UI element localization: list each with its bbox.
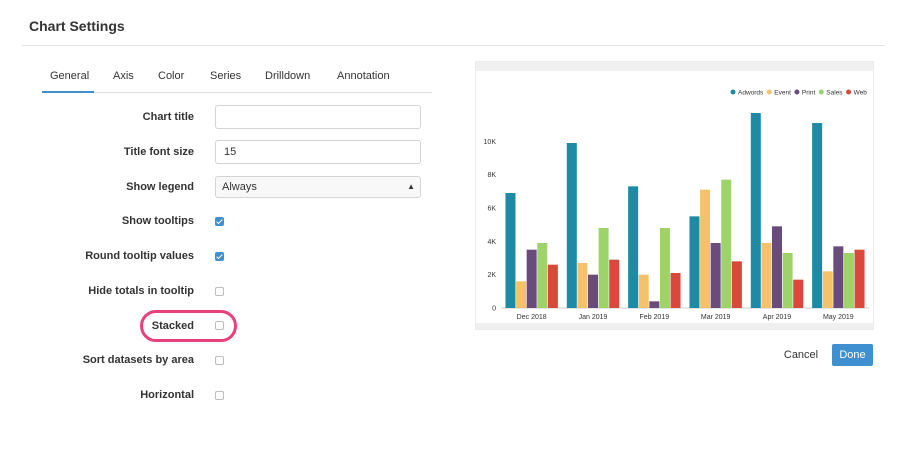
tab-annotation[interactable]: Annotation <box>337 70 390 82</box>
bar-web <box>731 261 742 308</box>
legend-label: Web <box>854 89 868 96</box>
bar-sales <box>721 179 732 308</box>
bar-print <box>772 226 782 308</box>
bar-print <box>649 301 660 308</box>
sort-datasets-checkbox[interactable] <box>215 356 224 365</box>
legend-label: Sales <box>826 89 843 96</box>
hide-totals-label: Hide totals in tooltip <box>88 285 194 297</box>
x-tick-label: Apr 2019 <box>763 314 792 321</box>
show-legend-select[interactable]: Always ▲ <box>215 176 421 198</box>
bar-web <box>670 273 681 308</box>
chart-preview: 0 2K 4K 6K 8K 10K Dec 2018 Jan 2019 Feb 2019 Mar … <box>475 61 874 330</box>
y-tick-label: 0 <box>492 306 496 313</box>
legend-marker <box>766 89 772 95</box>
bar-event <box>577 263 588 308</box>
dialog-title: Chart Settings <box>29 18 125 34</box>
show-legend-selected-value: Always <box>222 181 257 193</box>
legend-marker <box>818 89 824 95</box>
x-tick-label: May 2019 <box>823 314 854 321</box>
bar-web <box>854 249 865 308</box>
round-tooltip-values-checkbox[interactable] <box>215 252 224 261</box>
bar-event <box>761 243 772 308</box>
header-divider <box>22 45 885 46</box>
stacked-label: Stacked <box>151 320 194 332</box>
bar-event <box>822 271 833 308</box>
x-tick-label: Feb 2019 <box>640 314 670 321</box>
sort-datasets-label: Sort datasets by area <box>82 354 194 366</box>
bar-event <box>700 189 711 308</box>
y-tick-label: 2K <box>487 272 496 279</box>
bar-sales <box>659 228 670 308</box>
bar-event <box>516 281 527 308</box>
tab-color[interactable]: Color <box>158 70 185 82</box>
bar-adwords <box>505 193 516 308</box>
y-tick-label: 10K <box>484 139 497 146</box>
chart-title-label: Chart title <box>142 111 194 123</box>
bar-web <box>793 279 804 308</box>
bar-print <box>833 246 844 308</box>
bar-chart: 0 2K 4K 6K 8K 10K Dec 2018 Jan 2019 Feb 2019 Mar … <box>484 89 869 321</box>
x-tick-label: Mar 2019 <box>701 314 731 321</box>
y-tick-label: 4K <box>487 239 496 246</box>
legend-marker <box>846 89 852 95</box>
bar-sales <box>598 228 609 308</box>
bar-sales <box>843 253 854 308</box>
tab-axis[interactable]: Axis <box>113 70 134 82</box>
show-legend-label: Show legend <box>126 181 194 193</box>
show-tooltips-checkbox[interactable] <box>215 217 224 226</box>
bar-sales <box>537 243 548 308</box>
chart-preview-bottombar <box>476 323 873 329</box>
bar-event <box>638 274 649 308</box>
x-tick-label: Dec 2018 <box>517 314 547 321</box>
cancel-button[interactable]: Cancel <box>780 345 822 365</box>
bar-web <box>609 259 620 308</box>
title-font-size-input[interactable]: 15 <box>215 140 421 164</box>
tab-drilldown[interactable]: Drilldown <box>265 70 311 82</box>
stacked-highlight-ring <box>140 310 237 342</box>
chart-preview-topbar <box>476 62 873 71</box>
bar-sales <box>782 253 793 308</box>
stacked-checkbox[interactable] <box>215 321 224 330</box>
y-tick-label: 8K <box>487 172 496 179</box>
legend-label: Event <box>774 89 791 96</box>
legend-marker <box>794 89 800 95</box>
legend-label: Adwords <box>738 89 764 96</box>
bar-print <box>588 274 598 308</box>
x-tick-label: Jan 2019 <box>579 314 608 321</box>
bar-adwords <box>750 113 761 308</box>
bar-web <box>547 264 558 308</box>
bar-adwords <box>628 186 639 308</box>
show-tooltips-label: Show tooltips <box>121 215 194 227</box>
legend-marker <box>730 89 736 95</box>
tab-general[interactable]: General <box>42 62 94 93</box>
horizontal-checkbox[interactable] <box>215 391 224 400</box>
bar-adwords <box>812 123 823 308</box>
bar-print <box>710 243 721 308</box>
hide-totals-checkbox[interactable] <box>215 287 224 296</box>
tab-series[interactable]: Series <box>210 70 242 82</box>
round-tooltip-values-label: Round tooltip values <box>85 250 194 262</box>
title-font-size-label: Title font size <box>123 146 194 158</box>
legend-label: Print <box>802 89 816 96</box>
bar-adwords <box>566 143 577 308</box>
bar-adwords <box>689 216 700 308</box>
done-button[interactable]: Done <box>832 344 873 366</box>
horizontal-label: Horizontal <box>140 389 194 401</box>
bar-print <box>526 249 537 308</box>
up-down-caret-icon: ▲ <box>407 182 415 191</box>
chart-title-input[interactable] <box>215 105 421 129</box>
settings-tabs: General Axis Color Series Drilldown Anno… <box>42 62 432 93</box>
y-tick-label: 6K <box>487 206 496 213</box>
